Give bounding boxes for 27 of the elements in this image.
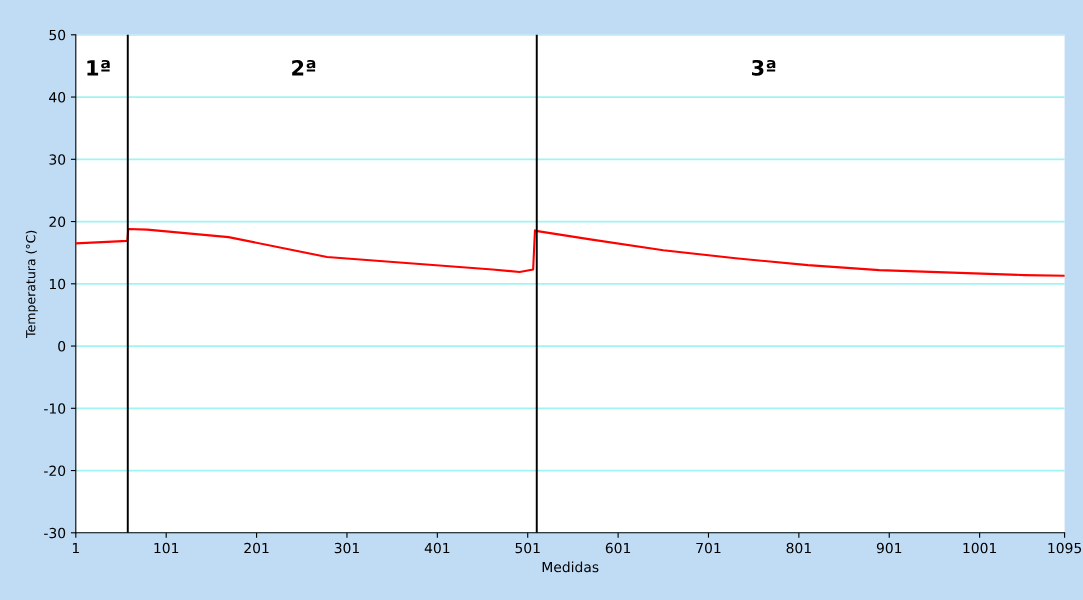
y-tick-label: -10 bbox=[44, 403, 66, 414]
y-tick-label: 50 bbox=[49, 29, 66, 41]
y-tick-label: 20 bbox=[49, 216, 66, 228]
y-tick-label: 0 bbox=[58, 341, 66, 352]
annotation: 2ª bbox=[292, 59, 316, 76]
x-tick-label: 1001 bbox=[963, 542, 997, 554]
x-tick-label: 301 bbox=[334, 542, 359, 554]
x-tick-label: 101 bbox=[154, 542, 179, 554]
x-tick-label: 701 bbox=[696, 542, 721, 554]
x-tick-label: 401 bbox=[424, 542, 450, 554]
x-axis-title: Medidas bbox=[542, 561, 599, 573]
y-tick-label: -20 bbox=[44, 465, 66, 477]
y-tick-label: 30 bbox=[49, 154, 66, 165]
annotation: 1ª bbox=[87, 59, 110, 76]
x-tick-label: 201 bbox=[244, 542, 269, 554]
x-tick-label: 801 bbox=[786, 542, 811, 554]
x-tick-label: 1095 bbox=[1048, 542, 1082, 554]
x-tick-label: 901 bbox=[876, 542, 902, 554]
x-tick-label: 601 bbox=[605, 542, 631, 554]
y-tick-label: 40 bbox=[49, 92, 66, 103]
x-tick-label: 1 bbox=[72, 542, 79, 554]
x-tick-label: 501 bbox=[515, 542, 540, 554]
y-tick-label: 10 bbox=[49, 278, 66, 290]
line-series bbox=[75, 227, 1065, 277]
annotation: 3ª bbox=[752, 59, 776, 76]
y-tick-label: -30 bbox=[44, 527, 66, 539]
y-axis-title: Temperatura (°C) bbox=[25, 230, 38, 338]
